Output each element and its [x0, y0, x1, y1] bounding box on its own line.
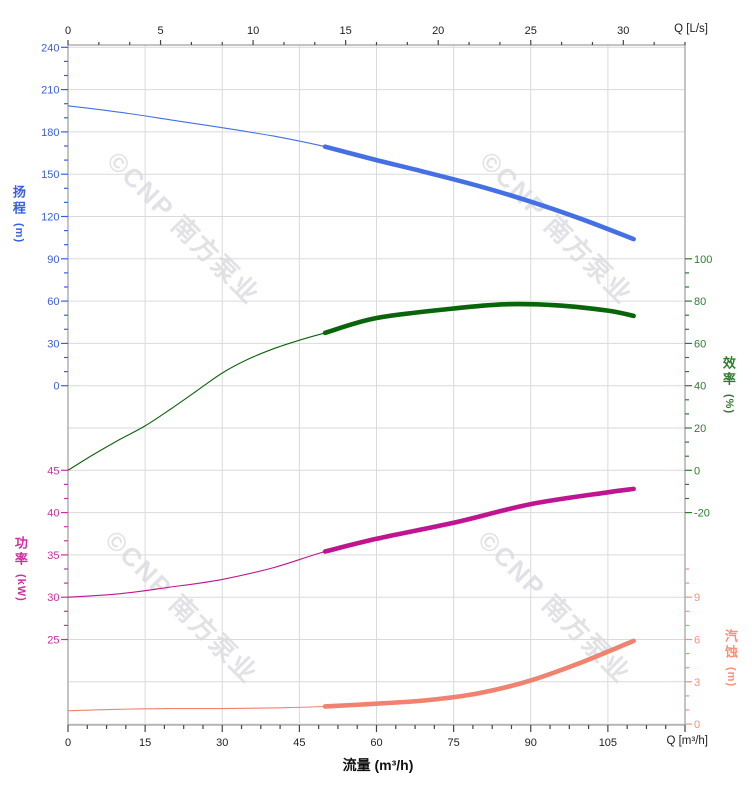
head-curve: [67, 105, 636, 242]
svg-text:30: 30: [47, 592, 59, 604]
bottom-axis-unit-label: Q [m³/h]: [666, 735, 708, 747]
npsh-axis-unit: (m): [724, 667, 737, 688]
svg-text:15: 15: [139, 737, 151, 749]
svg-text:40: 40: [694, 381, 706, 393]
efficiency-curve: [67, 301, 636, 471]
svg-text:60: 60: [694, 338, 706, 350]
svg-text:15: 15: [340, 25, 352, 37]
svg-text:60: 60: [47, 296, 59, 308]
top-axis-labels: 0 5 10 15 20 25 30: [65, 25, 629, 37]
bottom-axis-ticks: [67, 725, 686, 732]
efficiency-axis-title-text: 效率: [720, 356, 736, 388]
x-axis-title: 流量 (m³/h): [342, 757, 414, 773]
efficiency-axis-ticks: [685, 258, 692, 514]
svg-text:105: 105: [599, 737, 617, 749]
head-axis-labels: 240 210 180 150 120 90 60 30 0: [41, 42, 59, 392]
power-curve: [67, 486, 636, 598]
svg-text:25: 25: [525, 25, 537, 37]
svg-text:75: 75: [448, 737, 460, 749]
svg-text:30: 30: [47, 338, 59, 350]
power-axis-ticks: [61, 469, 68, 641]
svg-text:0: 0: [65, 25, 71, 37]
top-axis-ticks: [67, 40, 686, 45]
npsh-axis-ticks: [685, 568, 692, 725]
svg-text:0: 0: [694, 465, 700, 477]
efficiency-axis-labels: 100 80 60 40 20 0 -20: [694, 254, 712, 520]
svg-text:-20: -20: [694, 508, 710, 520]
svg-text:9: 9: [694, 592, 700, 604]
svg-text:3: 3: [694, 677, 700, 689]
svg-text:100: 100: [694, 254, 712, 266]
svg-text:0: 0: [65, 737, 71, 749]
power-axis-labels: 45 40 35 30 25: [47, 465, 59, 646]
svg-text:35: 35: [47, 550, 59, 562]
efficiency-axis-title: 效率 (%): [718, 356, 738, 414]
svg-text:5: 5: [157, 25, 163, 37]
npsh-curve: [67, 638, 636, 712]
svg-text:20: 20: [432, 25, 444, 37]
svg-text:40: 40: [47, 508, 59, 520]
svg-text:180: 180: [41, 127, 59, 139]
npsh-axis-labels: 9 6 3 0: [694, 592, 700, 731]
svg-text:20: 20: [694, 423, 706, 435]
top-axis-unit-label: Q [L/s]: [674, 23, 708, 35]
head-axis-title: 扬程 (m): [8, 185, 28, 243]
power-axis-title: 功率 (kW): [10, 536, 30, 602]
power-axis-title-text: 功率: [12, 536, 28, 568]
bottom-axis-labels: 0 15 30 45 60 75 90 105: [65, 737, 617, 749]
npsh-axis-title: 汽蚀 (m): [720, 629, 740, 687]
svg-text:0: 0: [694, 719, 700, 731]
power-axis-unit: (kW): [14, 574, 27, 602]
svg-text:150: 150: [41, 169, 59, 181]
svg-text:60: 60: [370, 737, 382, 749]
svg-text:80: 80: [694, 296, 706, 308]
svg-text:25: 25: [47, 635, 59, 647]
svg-text:30: 30: [617, 25, 629, 37]
gridlines: [68, 45, 685, 725]
svg-text:120: 120: [41, 212, 59, 224]
svg-text:90: 90: [525, 737, 537, 749]
svg-text:90: 90: [47, 254, 59, 266]
svg-text:10: 10: [247, 25, 259, 37]
head-axis-ticks: [61, 46, 68, 387]
svg-text:0: 0: [53, 381, 59, 393]
svg-text:45: 45: [47, 465, 59, 477]
npsh-axis-title-text: 汽蚀: [722, 629, 738, 661]
head-axis-unit: (m): [12, 223, 25, 244]
head-axis-title-text: 扬程: [10, 185, 26, 217]
svg-text:30: 30: [216, 737, 228, 749]
efficiency-axis-unit: (%): [722, 394, 735, 415]
svg-text:45: 45: [293, 737, 305, 749]
svg-text:6: 6: [694, 635, 700, 647]
svg-text:240: 240: [41, 42, 59, 54]
svg-text:210: 210: [41, 85, 59, 97]
